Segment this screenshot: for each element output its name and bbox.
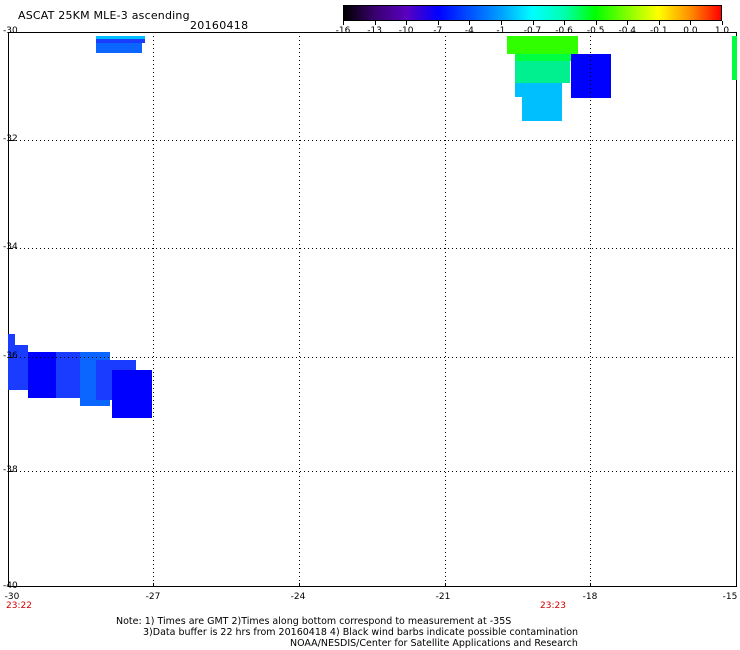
note-line-2: 3)Data buffer is 22 hrs from 20160418 4)…: [143, 627, 579, 638]
colorbar-tick-mark: [690, 21, 692, 25]
colorbar-tick-mark: [469, 21, 471, 25]
colorbar-tick-label: -0.4: [618, 26, 637, 36]
lon-label: -27: [145, 592, 161, 602]
colorbar-tick-label: -0.7: [523, 26, 542, 36]
colorbar-tick-mark: [406, 21, 408, 25]
note-line-1: Note: 1) Times are GMT 2)Times along bot…: [116, 616, 512, 627]
colorbar-tick-label: -0.6: [555, 26, 573, 36]
colorbar-tick-label: -10: [398, 26, 414, 36]
product-date: 20160418: [190, 19, 249, 32]
lon-label: -24: [290, 592, 306, 602]
time-label-left: 23:22: [6, 601, 32, 611]
colorbar-tick-label: 1.0: [714, 26, 730, 36]
swath-lower-left: [8, 334, 152, 418]
colorbar-tick-label: 0.0: [683, 26, 698, 36]
lon-label: -21: [435, 592, 451, 602]
swath-top-left: [96, 36, 145, 53]
lat-label: -32: [3, 134, 18, 144]
map-plot: [8, 32, 737, 587]
colorbar-tick-mark: [437, 21, 439, 25]
colorbar-tick-label: -13: [367, 26, 382, 36]
gridlines: [8, 32, 737, 587]
colorbar: [343, 5, 722, 21]
colorbar-tick-label: -7: [433, 26, 443, 36]
note-line-3: NOAA/NESDIS/Center for Satellite Applica…: [290, 638, 578, 649]
colorbar-tick-label: -1: [496, 26, 506, 36]
swath-top-right: [507, 36, 737, 121]
tick-marks: [8, 140, 591, 587]
lat-label: -36: [3, 351, 18, 361]
lat-label: -40: [3, 581, 18, 591]
colorbar-tick-mark: [374, 21, 376, 25]
colorbar-tick-label: -0.5: [586, 26, 605, 36]
colorbar-tick-mark: [343, 21, 344, 25]
colorbar-tick-mark: [658, 21, 660, 25]
colorbar-tick-mark: [595, 21, 597, 25]
lon-label: -18: [582, 592, 598, 602]
lon-label: -15: [722, 592, 738, 602]
colorbar-tick-mark: [564, 21, 566, 25]
lat-label: -38: [3, 465, 18, 475]
colorbar-tick-mark: [500, 21, 502, 25]
time-label-right: 23:23: [540, 601, 566, 611]
lat-label: -30: [3, 26, 18, 36]
lat-label: -34: [3, 242, 18, 252]
colorbar-tick-mark: [627, 21, 629, 25]
lon-label: -30: [4, 592, 20, 602]
product-title: ASCAT 25KM MLE-3 ascending: [18, 9, 190, 22]
colorbar-tick-label: -0.1: [650, 26, 668, 36]
colorbar-tick-label: -4: [464, 26, 474, 36]
plot-frame: [8, 32, 737, 587]
colorbar-tick-mark: [722, 21, 723, 25]
colorbar-tick-mark: [532, 21, 534, 25]
colorbar-tick-label: -16: [335, 26, 351, 36]
